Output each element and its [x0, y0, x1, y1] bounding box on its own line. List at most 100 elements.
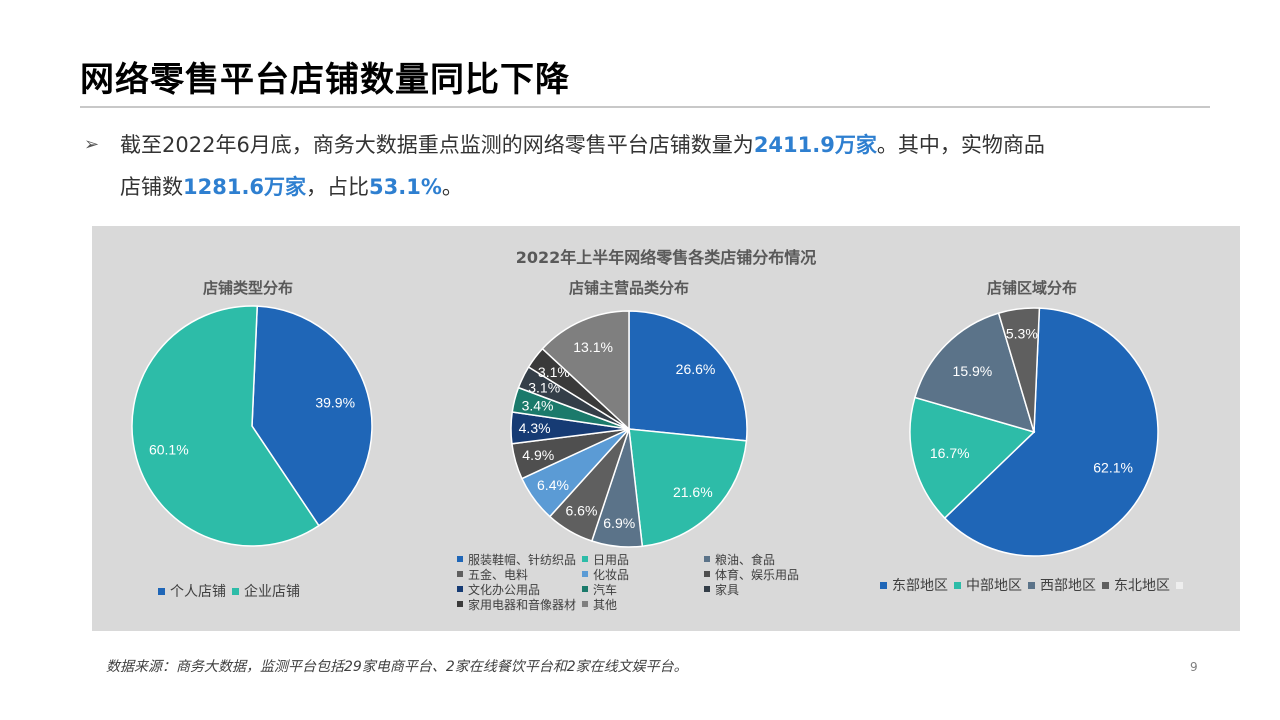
- arrow-bullet-icon: ➢: [84, 134, 100, 155]
- legend-swatch: [457, 571, 463, 577]
- data-label-region-3: 5.3%: [1006, 326, 1038, 342]
- pie-slice-category-10: [541, 310, 630, 431]
- data-label-category-5: 4.9%: [522, 447, 554, 463]
- legend-swatch: [704, 571, 710, 577]
- total-stores-value: 2411.9万家: [753, 133, 877, 157]
- data-label-category-2: 6.9%: [603, 515, 635, 531]
- physical-share-value: 53.1%: [369, 175, 442, 199]
- legend-item: 化妆品: [582, 567, 704, 582]
- title-divider: [80, 106, 1210, 108]
- legend-swatch: [158, 587, 165, 595]
- legend-item: 中部地区: [954, 575, 1022, 595]
- legend-swatch: [954, 581, 961, 589]
- data-label-category-6: 4.3%: [519, 420, 551, 436]
- legend-swatch: [880, 581, 887, 589]
- physical-stores-value: 1281.6万家: [183, 175, 307, 199]
- pie-slice-region-1: [909, 396, 1036, 520]
- legend-label: 个人店铺: [170, 584, 226, 600]
- pie-slice-category-0: [628, 310, 748, 442]
- legend-swatch: [582, 601, 588, 607]
- data-label-region-2: 15.9%: [953, 363, 993, 379]
- legend-swatch: [457, 601, 463, 607]
- panel-title: 2022年上半年网络零售各类店铺分布情况: [515, 248, 817, 267]
- legend-item: 东部地区: [880, 575, 948, 595]
- data-label-category-3: 6.6%: [565, 503, 597, 519]
- legend-item: 汽车: [582, 582, 704, 597]
- data-label-region-1: 16.7%: [930, 445, 970, 461]
- pie-slice-region-3: [997, 307, 1041, 433]
- legend-item: 文化办公用品: [457, 582, 582, 597]
- legend-swatch: [1176, 581, 1183, 589]
- legend-region: 东部地区 中部地区 西部地区 东北地区: [880, 575, 1194, 595]
- summary-text: ➢ 截至2022年6月底，商务大数据重点监测的网络零售平台店铺数量为2411.9…: [84, 124, 1194, 208]
- pie-slice-store-type-0: [251, 305, 373, 527]
- data-source-note: 数据来源：商务大数据，监测平台包括29家电商平台、2家在线餐饮平台和2家在线文娱…: [106, 659, 688, 675]
- legend-item: 西部地区: [1028, 575, 1096, 595]
- legend-label: 企业店铺: [244, 584, 300, 600]
- legend-label: 中部地区: [966, 578, 1022, 594]
- legend-item: 日用品: [582, 552, 704, 567]
- data-label-category-10: 13.1%: [573, 339, 613, 355]
- legend-store-type: 个人店铺 企业店铺: [158, 581, 306, 601]
- data-label-category-0: 26.6%: [676, 361, 716, 377]
- page-title: 网络零售平台店铺数量同比下降: [80, 60, 570, 100]
- legend-item: 服装鞋帽、针纺织品: [457, 552, 582, 567]
- pie-charts-canvas: 39.9% 60.1% 26.6% 21.6% 6.9% 6.6% 6.4% 4.9% 4.3%…: [131, 305, 1159, 557]
- legend-item: 家具: [704, 582, 824, 597]
- legend-label: 五金、电料: [468, 567, 529, 582]
- legend-label: 东部地区: [892, 578, 948, 594]
- legend-label: 粮油、食品: [715, 552, 776, 567]
- summary-text-part: 店铺数: [120, 175, 183, 199]
- summary-text-part: 。: [441, 175, 463, 199]
- legend-item: 五金、电料: [457, 567, 582, 582]
- pie-slice-region-0: [943, 307, 1159, 557]
- data-label-region-0: 62.1%: [1093, 460, 1133, 476]
- legend-swatch: [704, 586, 710, 592]
- pie-slice-region-2: [913, 312, 1036, 434]
- legend-item: 企业店铺: [232, 581, 300, 601]
- legend-swatch: [582, 556, 588, 562]
- legend-swatch: [704, 556, 710, 562]
- data-label-category-4: 6.4%: [537, 477, 569, 493]
- pie-slice-store-type-1: [131, 305, 320, 547]
- pie-slice-category-1: [628, 428, 748, 548]
- legend-label: 文化办公用品: [468, 582, 541, 597]
- legend-item: 其他: [582, 597, 704, 612]
- legend-swatch: [457, 556, 463, 562]
- legend-item: 东北地区: [1102, 575, 1170, 595]
- legend-label: 其他: [593, 597, 618, 612]
- legend-swatch: [457, 586, 463, 592]
- legend-swatch: [582, 586, 588, 592]
- legend-label: 化妆品: [593, 567, 630, 582]
- data-label-category-8: 3.1%: [528, 379, 560, 395]
- legend-category: 服装鞋帽、针纺织品 日用品 粮油、食品 五金、电料 化妆品 体育、娱乐用品 文化…: [457, 552, 824, 612]
- chart-title-region: 店铺区域分布: [986, 279, 1077, 297]
- summary-text-part: 截至2022年6月底，商务大数据重点监测的网络零售平台店铺数量为: [120, 133, 754, 157]
- legend-swatch: [232, 587, 239, 595]
- data-label-store-type-1: 60.1%: [149, 441, 189, 457]
- data-label-category-9: 3.1%: [538, 364, 570, 380]
- page-number: 9: [1190, 660, 1198, 674]
- legend-swatch: [1102, 581, 1109, 589]
- summary-line-2: 店铺数1281.6万家，占比53.1%。: [84, 166, 1194, 208]
- legend-item: 体育、娱乐用品: [704, 567, 824, 582]
- legend-label: 体育、娱乐用品: [715, 567, 800, 582]
- summary-line-1: 截至2022年6月底，商务大数据重点监测的网络零售平台店铺数量为2411.9万家…: [84, 124, 1194, 166]
- legend-label: 东北地区: [1114, 578, 1170, 594]
- chart-title-store-type: 店铺类型分布: [202, 279, 293, 297]
- chart-panel: 39.9% 60.1% 26.6% 21.6% 6.9% 6.6% 6.4% 4.9% 4.3%…: [92, 226, 1240, 631]
- legend-label: 家用电器和音像器材: [468, 597, 577, 612]
- data-label-category-7: 3.4%: [522, 398, 554, 414]
- legend-swatch: [582, 571, 588, 577]
- legend-label: 服装鞋帽、针纺织品: [468, 552, 577, 567]
- chart-title-category: 店铺主营品类分布: [568, 279, 689, 297]
- legend-swatch: [1028, 581, 1035, 589]
- summary-text-part: 。其中，实物商品: [876, 133, 1045, 157]
- legend-item: [1176, 581, 1188, 589]
- legend-label: 西部地区: [1040, 578, 1096, 594]
- data-label-category-1: 21.6%: [673, 484, 713, 500]
- legend-label: 家具: [715, 582, 740, 597]
- legend-label: 汽车: [593, 582, 618, 597]
- summary-text-part: ，占比: [306, 175, 370, 199]
- legend-label: 日用品: [593, 552, 630, 567]
